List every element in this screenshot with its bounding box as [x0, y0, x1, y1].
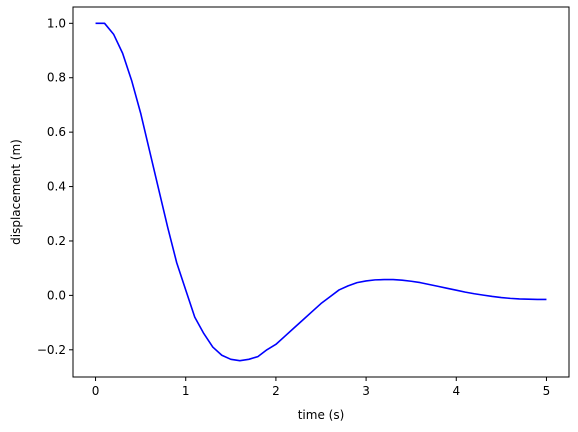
x-tick-label: 0 [92, 384, 100, 398]
y-tick-label: −0.2 [37, 343, 66, 357]
plot-frame [72, 6, 570, 378]
x-tick-label: 3 [362, 384, 370, 398]
x-tick-label: 5 [543, 384, 551, 398]
y-tick-label: 0.6 [47, 125, 66, 139]
x-axis-label: time (s) [298, 408, 345, 422]
x-tick-label: 1 [182, 384, 190, 398]
y-tick-label: 0.8 [47, 71, 66, 85]
y-tick-label: 0.0 [47, 288, 66, 302]
y-tick-label: 0.4 [47, 180, 66, 194]
x-tick-label: 2 [272, 384, 280, 398]
x-tick-label: 4 [452, 384, 460, 398]
series-line [95, 22, 547, 362]
y-tick-label: 0.2 [47, 234, 66, 248]
y-tick-label: 1.0 [47, 16, 66, 30]
y-axis-label: displacement (m) [9, 139, 23, 245]
